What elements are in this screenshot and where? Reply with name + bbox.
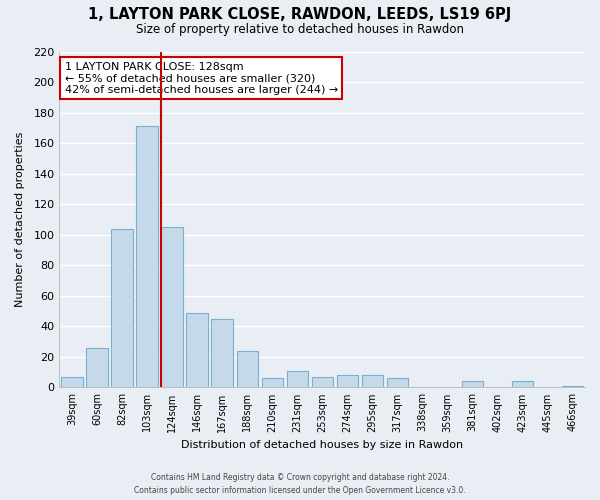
Bar <box>161 227 182 388</box>
Bar <box>112 228 133 388</box>
Bar <box>562 386 583 388</box>
Y-axis label: Number of detached properties: Number of detached properties <box>15 132 25 307</box>
Bar <box>61 376 83 388</box>
X-axis label: Distribution of detached houses by size in Rawdon: Distribution of detached houses by size … <box>181 440 463 450</box>
Bar <box>386 378 408 388</box>
Bar <box>311 376 333 388</box>
Bar <box>262 378 283 388</box>
Bar <box>337 375 358 388</box>
Text: Contains HM Land Registry data © Crown copyright and database right 2024.
Contai: Contains HM Land Registry data © Crown c… <box>134 474 466 495</box>
Text: Size of property relative to detached houses in Rawdon: Size of property relative to detached ho… <box>136 22 464 36</box>
Bar <box>187 312 208 388</box>
Text: 1, LAYTON PARK CLOSE, RAWDON, LEEDS, LS19 6PJ: 1, LAYTON PARK CLOSE, RAWDON, LEEDS, LS1… <box>88 8 512 22</box>
Bar <box>86 348 107 388</box>
Bar <box>211 318 233 388</box>
Bar <box>512 382 533 388</box>
Bar <box>287 370 308 388</box>
Bar <box>236 351 258 388</box>
Bar <box>362 375 383 388</box>
Text: 1 LAYTON PARK CLOSE: 128sqm
← 55% of detached houses are smaller (320)
42% of se: 1 LAYTON PARK CLOSE: 128sqm ← 55% of det… <box>65 62 338 95</box>
Bar <box>136 126 158 388</box>
Bar <box>462 382 483 388</box>
